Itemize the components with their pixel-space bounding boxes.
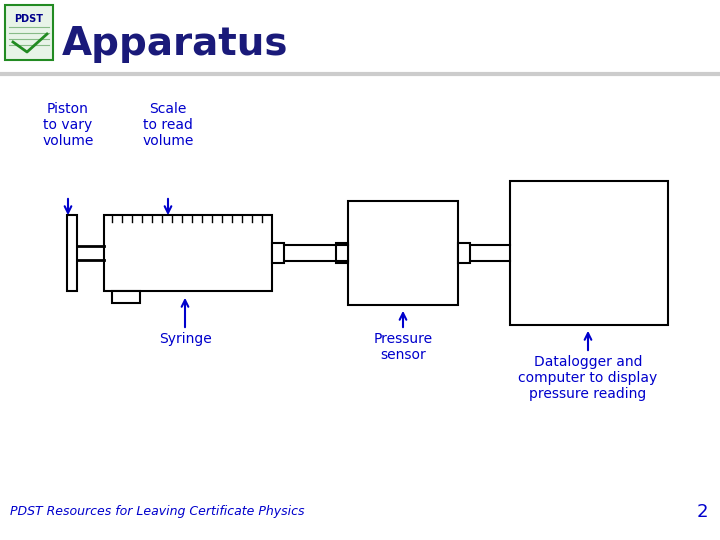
Text: Syringe: Syringe [158, 332, 212, 346]
Bar [458, 243, 470, 263]
Bar [510, 181, 668, 325]
Text: Apparatus: Apparatus [62, 25, 289, 63]
Text: Piston
to vary
volume: Piston to vary volume [42, 102, 94, 148]
Text: Pressure
sensor: Pressure sensor [374, 332, 433, 362]
Text: PDST Resources for Leaving Certificate Physics: PDST Resources for Leaving Certificate P… [10, 505, 305, 518]
Bar [67, 215, 77, 291]
Bar [336, 243, 348, 263]
Bar [5, 5, 53, 60]
Text: PDST: PDST [14, 14, 43, 24]
Text: Scale
to read
volume: Scale to read volume [143, 102, 194, 148]
Text: 2: 2 [696, 503, 708, 521]
Bar [272, 243, 284, 263]
Bar [104, 215, 272, 291]
Bar [112, 291, 140, 303]
Bar [348, 201, 458, 305]
Text: Datalogger and
computer to display
pressure reading: Datalogger and computer to display press… [518, 355, 657, 401]
